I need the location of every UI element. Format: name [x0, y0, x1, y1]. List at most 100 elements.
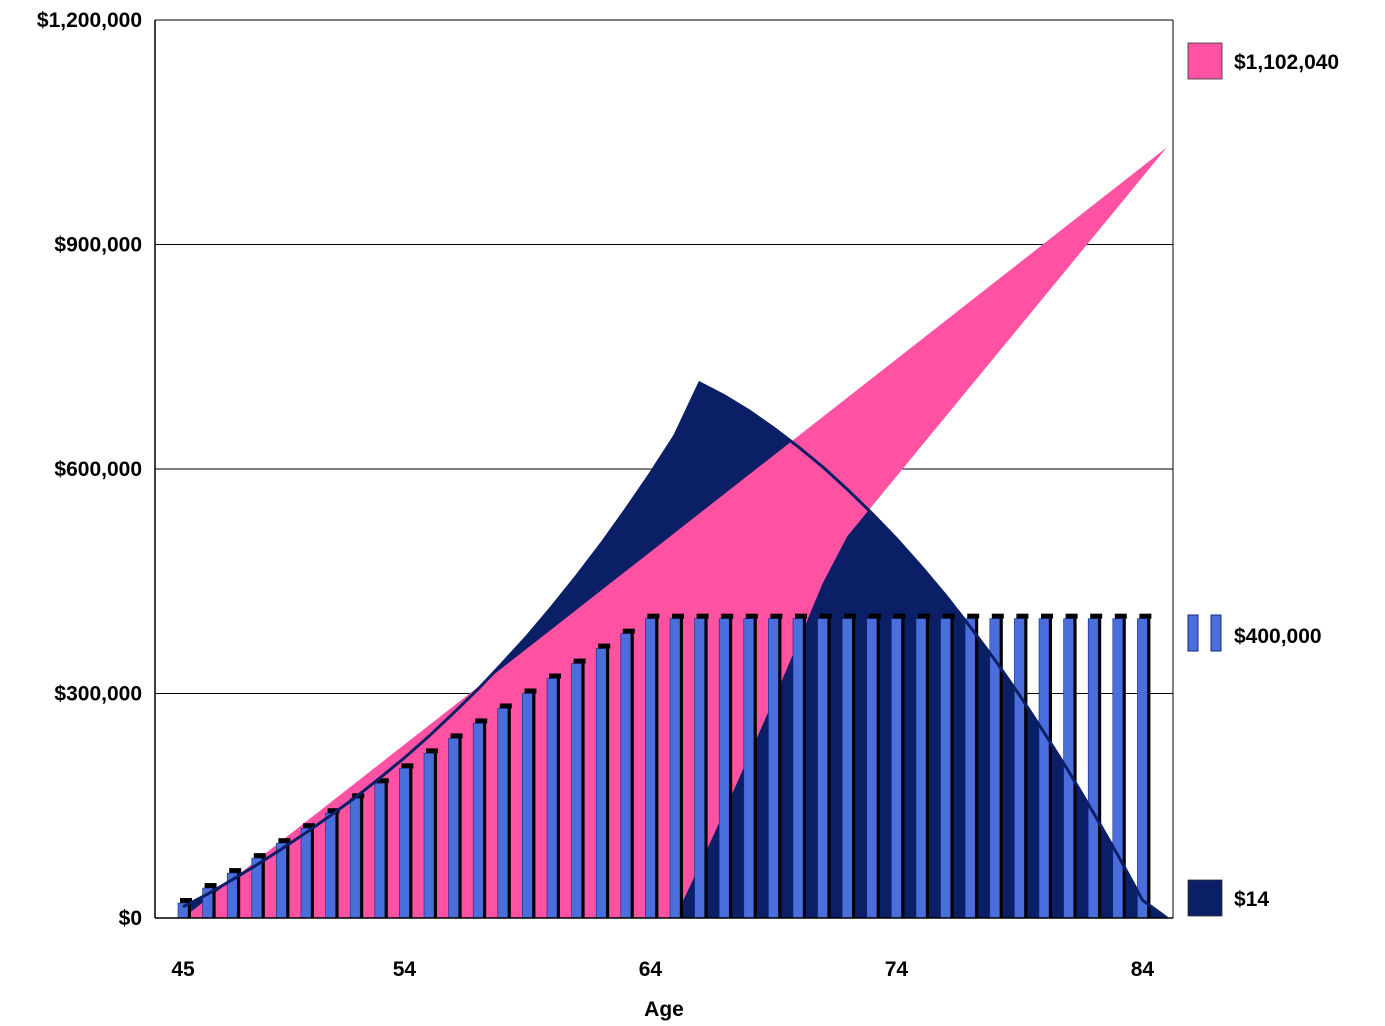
- x-tick-label: 54: [393, 958, 417, 981]
- bar: [276, 842, 287, 919]
- bar-cap: [499, 703, 512, 709]
- bar-shadow: [409, 768, 413, 918]
- bar-shadow: [803, 618, 806, 918]
- bar: [546, 678, 558, 919]
- bar-shadow: [212, 888, 216, 918]
- bar-cap: [868, 613, 881, 619]
- bar-cap: [1065, 613, 1078, 619]
- bar-shadow: [1122, 618, 1126, 918]
- bar-cap: [819, 613, 832, 619]
- bar-shadow: [1098, 618, 1102, 918]
- bar-shadow: [458, 738, 462, 918]
- bar: [349, 797, 361, 919]
- bar: [472, 723, 484, 919]
- x-tick-label: 64: [639, 958, 663, 981]
- bar-cap: [180, 898, 192, 904]
- bar: [669, 618, 681, 919]
- bar: [743, 618, 755, 919]
- bar-shadow: [557, 678, 560, 918]
- bar-cap: [303, 823, 315, 829]
- bar-shadow: [753, 618, 757, 918]
- y-tick-label: $300,000: [54, 683, 142, 706]
- bar: [374, 782, 386, 919]
- bar-cap: [967, 613, 980, 619]
- bar: [718, 618, 730, 919]
- bar-cap: [893, 613, 906, 619]
- bar: [595, 648, 607, 919]
- bar: [571, 663, 582, 919]
- bar-cap: [327, 808, 340, 814]
- bar-shadow: [507, 708, 511, 918]
- bar-shadow: [311, 828, 314, 918]
- bar: [841, 618, 853, 919]
- bar-shadow: [606, 648, 610, 918]
- bar-shadow: [950, 618, 954, 918]
- y-tick-labels: $0 $300,000 $600,000 $900,000 $1,200,000: [37, 9, 142, 930]
- bar-cap: [672, 613, 684, 619]
- x-tick-label: 45: [171, 958, 195, 981]
- y-tick-label: $1,200,000: [37, 9, 142, 32]
- bar-shadow: [1049, 618, 1052, 918]
- bar-cap: [991, 613, 1004, 619]
- bar-shadow: [434, 753, 437, 918]
- bar-shadow: [778, 618, 782, 918]
- bar-shadow: [335, 813, 339, 918]
- plot-area: [177, 147, 1168, 920]
- y-tick-label: $600,000: [54, 458, 142, 481]
- bar-cap: [376, 778, 389, 784]
- bar: [620, 633, 632, 919]
- bar-shadow: [876, 618, 880, 918]
- bar-shadow: [188, 903, 191, 918]
- bar: [1087, 618, 1099, 919]
- bar-cap: [475, 718, 488, 724]
- bar-cap: [1090, 613, 1103, 619]
- bar-cap: [1041, 613, 1053, 619]
- bar-shadow: [655, 618, 659, 918]
- dark-series-line: [182, 380, 1168, 920]
- bar: [1112, 618, 1124, 919]
- bar-cap: [278, 838, 291, 844]
- bar-cap: [942, 613, 955, 619]
- bar-shadow: [483, 723, 487, 918]
- bar: [399, 768, 410, 919]
- bar: [817, 618, 828, 919]
- legend-label-pink: $1,102,040: [1234, 51, 1339, 74]
- axes: [154, 19, 1174, 919]
- bar: [915, 618, 927, 919]
- bar-cap: [1139, 613, 1152, 619]
- bar-cap: [745, 613, 758, 619]
- bar-cap: [253, 853, 266, 859]
- bar-cap: [401, 763, 414, 769]
- bar-cap: [1016, 613, 1029, 619]
- bar-shadow: [704, 618, 708, 918]
- bar-cap: [795, 613, 807, 619]
- y-tick-label: $0: [119, 907, 142, 930]
- bar: [792, 618, 804, 919]
- bar-cap: [647, 613, 660, 619]
- bar: [1137, 618, 1148, 919]
- bar-shadow: [237, 873, 241, 918]
- bar-cap: [598, 643, 611, 649]
- y-tick-label: $900,000: [54, 234, 142, 257]
- bar: [423, 753, 435, 919]
- bar-shadow: [384, 783, 388, 918]
- bar: [1014, 618, 1025, 919]
- bar-cap: [770, 613, 783, 619]
- bar: [768, 618, 779, 919]
- bar: [325, 812, 336, 919]
- bar-cap: [426, 748, 438, 754]
- legend-swatch-pink: [1187, 42, 1223, 80]
- bar-shadow: [532, 693, 536, 918]
- bar: [448, 738, 459, 919]
- bar: [497, 708, 509, 919]
- bar-shadow: [286, 843, 290, 918]
- legend-swatch-bars: [1187, 614, 1199, 652]
- bar-cap: [622, 628, 635, 634]
- legend-label-bars: $400,000: [1234, 625, 1322, 648]
- legend-label-dark: $14: [1234, 888, 1269, 911]
- bar: [645, 618, 656, 919]
- bar-shadow: [1073, 618, 1077, 918]
- bar-cap: [229, 868, 242, 874]
- bar: [694, 618, 705, 919]
